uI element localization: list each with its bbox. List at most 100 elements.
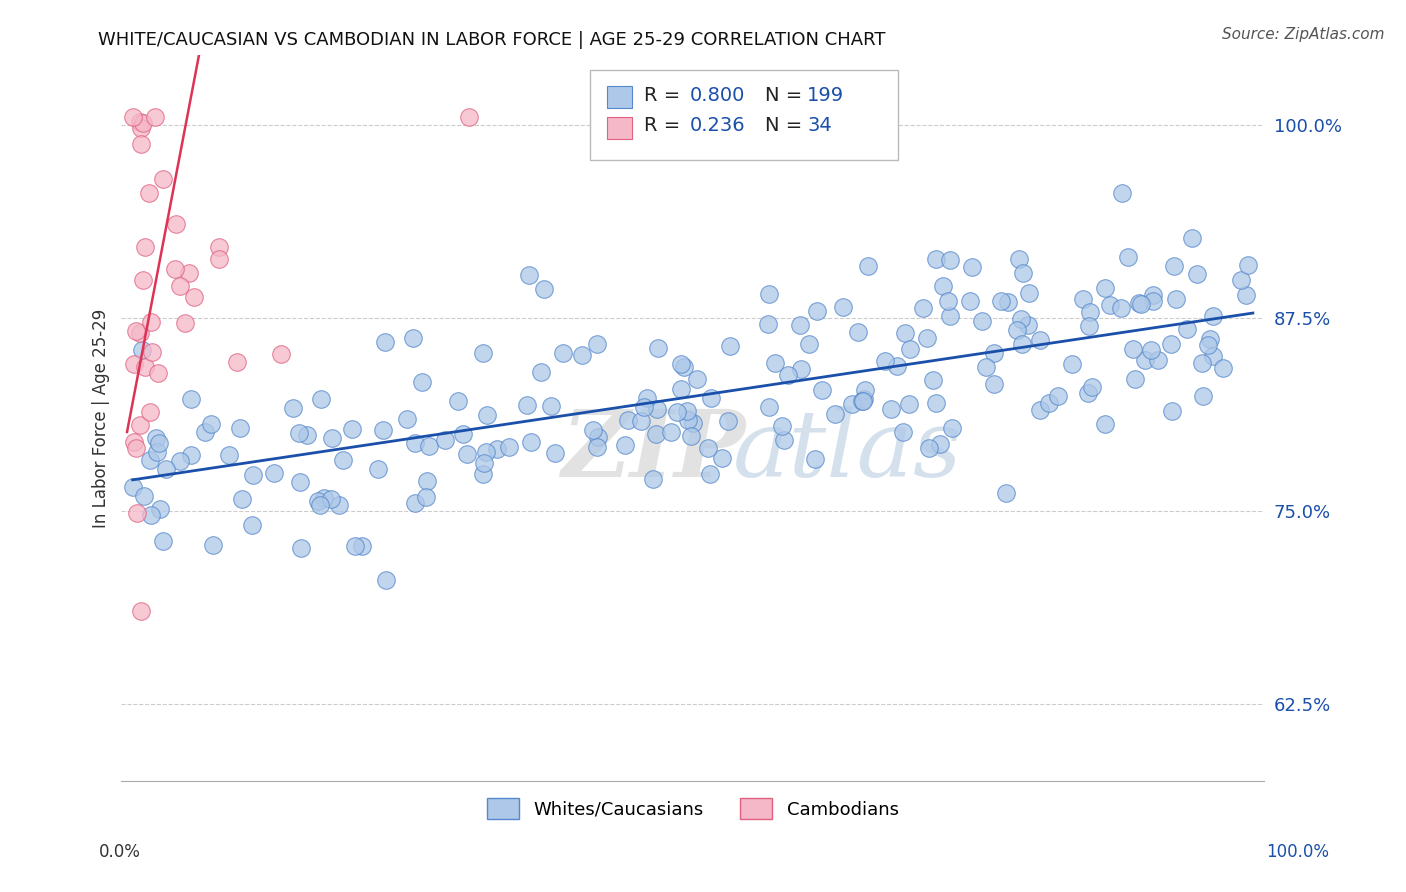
- Point: [131, 116, 153, 130]
- Point: [134, 359, 156, 374]
- Point: [124, 435, 146, 450]
- Point: [804, 452, 827, 467]
- Point: [770, 419, 793, 434]
- Point: [789, 362, 811, 376]
- Point: [457, 110, 479, 124]
- Point: [475, 445, 498, 459]
- Point: [645, 427, 668, 442]
- Point: [585, 441, 607, 455]
- Point: [165, 217, 187, 231]
- Point: [418, 439, 440, 453]
- Legend: Whites/Caucasians, Cambodians: Whites/Caucasians, Cambodians: [479, 791, 905, 826]
- Point: [686, 372, 709, 386]
- Text: ZIP: ZIP: [561, 406, 745, 496]
- Point: [832, 300, 855, 314]
- Point: [451, 427, 474, 442]
- Point: [1047, 389, 1070, 403]
- Point: [169, 454, 191, 468]
- Point: [1071, 292, 1094, 306]
- Point: [122, 110, 145, 124]
- Point: [932, 279, 955, 293]
- Point: [617, 413, 640, 427]
- Point: [148, 436, 170, 450]
- Point: [571, 348, 593, 362]
- Point: [129, 114, 152, 128]
- Point: [851, 394, 873, 409]
- Point: [1029, 333, 1052, 347]
- Point: [921, 373, 943, 387]
- Point: [163, 261, 186, 276]
- Text: WHITE/CAUCASIAN VS CAMBODIAN IN LABOR FORCE | AGE 25-29 CORRELATION CHART: WHITE/CAUCASIAN VS CAMBODIAN IN LABOR FO…: [98, 31, 886, 49]
- Point: [309, 498, 332, 512]
- Point: [456, 447, 478, 461]
- Point: [129, 326, 152, 340]
- Text: atlas: atlas: [733, 406, 962, 496]
- Point: [314, 491, 336, 505]
- Point: [1166, 293, 1188, 307]
- Point: [1128, 295, 1150, 310]
- Point: [894, 326, 917, 340]
- Point: [263, 466, 285, 480]
- Point: [1122, 342, 1144, 356]
- Point: [917, 331, 939, 345]
- Point: [434, 433, 457, 447]
- Text: R =: R =: [644, 116, 686, 135]
- Point: [1018, 285, 1040, 300]
- Point: [328, 498, 350, 512]
- Point: [811, 384, 834, 398]
- Point: [202, 538, 225, 552]
- Point: [138, 186, 160, 200]
- Point: [149, 502, 172, 516]
- Point: [340, 422, 363, 436]
- Point: [297, 428, 319, 442]
- Point: [756, 317, 779, 331]
- Point: [633, 400, 655, 414]
- FancyBboxPatch shape: [607, 87, 633, 108]
- Text: 199: 199: [807, 86, 844, 104]
- Point: [789, 318, 811, 333]
- Point: [925, 252, 948, 266]
- Point: [1212, 360, 1234, 375]
- Point: [983, 346, 1005, 360]
- Point: [1198, 332, 1220, 346]
- Point: [231, 492, 253, 507]
- Point: [856, 259, 879, 273]
- Point: [976, 359, 998, 374]
- Point: [699, 467, 721, 482]
- Point: [643, 472, 665, 486]
- Point: [939, 252, 962, 267]
- Point: [778, 368, 800, 382]
- Point: [1181, 231, 1204, 245]
- Point: [636, 391, 658, 405]
- Point: [374, 334, 396, 349]
- Point: [799, 337, 821, 351]
- Point: [180, 448, 202, 462]
- Point: [344, 539, 367, 553]
- Point: [290, 541, 312, 556]
- Point: [1133, 353, 1156, 368]
- Point: [141, 345, 163, 359]
- Point: [1140, 343, 1163, 357]
- Point: [891, 425, 914, 440]
- Point: [155, 462, 177, 476]
- Point: [990, 293, 1012, 308]
- Point: [132, 273, 155, 287]
- Text: 0.236: 0.236: [689, 116, 745, 135]
- Point: [152, 533, 174, 548]
- Point: [1202, 349, 1225, 363]
- Point: [307, 494, 329, 508]
- Point: [1094, 281, 1116, 295]
- Point: [321, 431, 343, 445]
- Point: [472, 346, 495, 360]
- Point: [1142, 288, 1164, 302]
- Point: [699, 391, 721, 405]
- Point: [669, 383, 692, 397]
- Point: [1005, 323, 1028, 337]
- Point: [1160, 337, 1182, 351]
- Point: [146, 445, 169, 459]
- Point: [332, 453, 354, 467]
- Point: [129, 136, 152, 151]
- Point: [1146, 353, 1168, 368]
- Point: [225, 355, 247, 369]
- Point: [472, 467, 495, 481]
